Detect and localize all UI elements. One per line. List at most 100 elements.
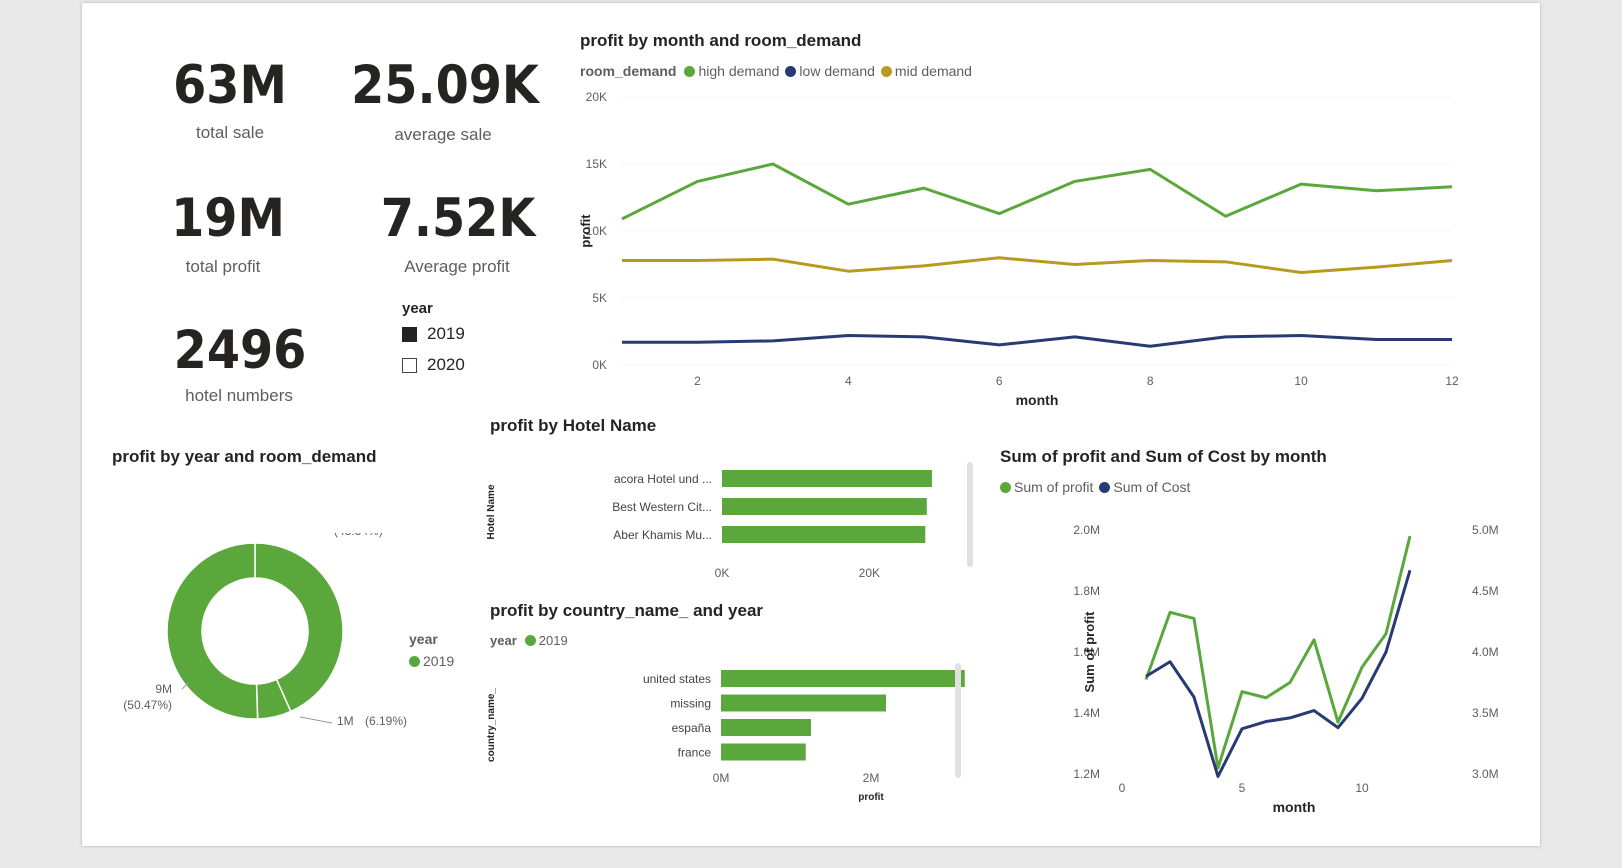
donut-legend-item-2019[interactable]: 2019 xyxy=(409,653,454,669)
bar xyxy=(721,743,806,761)
line-chart-profit-by-month[interactable]: 0K 5K 10K 15K 20K 2 4 6 8 10 12 month profit xyxy=(572,85,1502,415)
kpi-total-sale-value: 63M xyxy=(173,55,287,116)
x-axis-title: month xyxy=(1016,392,1059,408)
year-slicer-option-label: 2020 xyxy=(427,355,465,374)
slice-percent: (43.34%) xyxy=(334,533,383,538)
y-axis-title: profit xyxy=(578,214,593,248)
x-tick-label: 4 xyxy=(845,374,852,388)
legend-item-2019[interactable]: 2019 xyxy=(524,633,568,648)
bar-chart-profit-by-country[interactable]: united statesmissingespañafrance0M2M4Mpr… xyxy=(477,658,977,818)
category-label: united states xyxy=(643,672,711,686)
y-tick-label: 2.0M xyxy=(1073,523,1100,537)
bar xyxy=(722,526,926,543)
y-tick-label: 1.4M xyxy=(1073,706,1100,720)
kpi-total-profit-value: 19M xyxy=(171,188,285,249)
y-tick-label: 1.2M xyxy=(1073,767,1100,781)
slice-label: 9M xyxy=(155,682,172,696)
year-slicer-option-2020[interactable]: 2020 xyxy=(402,355,465,375)
category-label: acora Hotel und ... xyxy=(614,472,712,486)
legend-label: Sum of Cost xyxy=(1113,479,1191,495)
slice-leader-line xyxy=(299,716,333,724)
kpi-total-sale-label: total sale xyxy=(195,123,265,142)
y-axis-title: Sum of profit xyxy=(1082,611,1097,693)
chart-title-profit-by-hotel: profit by Hotel Name xyxy=(490,416,657,435)
chart-title-profit-and-cost: Sum of profit and Sum of Cost by month xyxy=(1000,447,1327,466)
legend-profit-cost: Sum of profit Sum of Cost xyxy=(1000,479,1196,495)
donut-slice xyxy=(254,542,344,713)
x-tick-label: 12 xyxy=(1445,374,1459,388)
legend-dot-icon xyxy=(1000,481,1011,493)
x-tick-label: 20K xyxy=(859,566,880,580)
chart-title-profit-by-month: profit by month and room_demand xyxy=(580,31,862,50)
bar xyxy=(721,719,811,736)
category-label: Best Western Cit... xyxy=(612,500,712,514)
y-tick-label: 10K xyxy=(586,224,607,238)
legend-dot-icon xyxy=(409,655,420,667)
kpi-total-profit-label: total profit xyxy=(185,257,261,276)
x-tick-label: 5 xyxy=(1239,781,1246,795)
legend-dot-icon xyxy=(684,65,696,77)
x-tick-label: 0M xyxy=(713,771,730,785)
hotel-chart-scrollbar[interactable] xyxy=(967,462,973,567)
year-slicer-option-label: 2019 xyxy=(427,324,465,343)
legend-item-mid-demand[interactable]: mid demand xyxy=(880,63,972,79)
donut-slice xyxy=(166,542,259,720)
line-chart-profit-and-cost[interactable]: 1.2M 1.4M 1.6M 1.8M 2.0M 3.0M 3.5M 4.0M 4.5M 5.0M… xyxy=(992,503,1512,818)
category-label: Aber Khamis Mu... xyxy=(613,528,712,542)
slice-percent: (6.19%) xyxy=(365,714,407,728)
bar-chart-profit-by-hotel[interactable]: acora Hotel und ... Best Western Cit... Ab… xyxy=(477,458,957,593)
legend-dot-icon xyxy=(785,65,797,77)
y2-tick-label: 4.5M xyxy=(1472,584,1499,598)
series-line-Sum-of-Cost xyxy=(1145,569,1412,778)
legend-label: mid demand xyxy=(894,63,972,79)
legend-title: room_demand xyxy=(580,63,677,79)
checkbox-checked-icon[interactable] xyxy=(402,326,417,342)
kpi-hotel-numbers-value: 2496 xyxy=(173,320,307,381)
chart-title-profit-by-year: profit by year and room_demand xyxy=(112,447,377,466)
series-line-Sum-of-profit xyxy=(1144,535,1412,770)
x-tick-label: 0 xyxy=(1119,781,1126,795)
y-tick-label: 5K xyxy=(592,291,607,305)
legend-title: year xyxy=(490,633,517,648)
kpi-average-profit-label: Average profit xyxy=(404,257,510,276)
legend-item-high-demand[interactable]: high demand xyxy=(684,63,779,79)
report-canvas: 63M total sale 25.09K average sale 19M t… xyxy=(82,3,1540,846)
x-tick-label: 2 xyxy=(694,374,701,388)
legend-item-low-demand[interactable]: low demand xyxy=(785,63,875,79)
donut-chart-profit-by-year[interactable]: 8M(43.34%)1M(6.19%)9M(50.47%) xyxy=(112,533,412,763)
y-tick-label: 1.8M xyxy=(1073,584,1100,598)
checkbox-unchecked-icon[interactable] xyxy=(402,357,417,373)
x-tick-label: 10 xyxy=(1294,374,1308,388)
bar xyxy=(721,694,886,712)
y2-tick-label: 5.0M xyxy=(1472,523,1499,537)
y2-tick-label: 3.0M xyxy=(1472,767,1499,781)
x-tick-label: 10 xyxy=(1355,781,1369,795)
bar xyxy=(721,670,965,687)
slice-label: 1M xyxy=(337,714,354,728)
legend-label: 2019 xyxy=(538,633,568,648)
y-tick-label: 20K xyxy=(586,90,607,104)
y-axis-title: country_name_ xyxy=(486,688,497,762)
series-line-high-demand xyxy=(621,162,1453,221)
x-axis-title: profit xyxy=(858,792,884,803)
country-chart-scrollbar[interactable] xyxy=(955,663,961,778)
legend-item-sum-of-cost[interactable]: Sum of Cost xyxy=(1099,479,1190,495)
y-axis-title: Hotel Name xyxy=(486,484,497,539)
year-slicer-option-2019[interactable]: 2019 xyxy=(402,324,465,344)
series-line-mid-demand xyxy=(622,256,1453,275)
legend-country-year: year 2019 xyxy=(490,633,574,648)
legend-dot-icon xyxy=(1099,481,1111,493)
y2-tick-label: 3.5M xyxy=(1472,706,1499,720)
kpi-average-sale-value: 25.09K xyxy=(351,55,539,116)
legend-label: low demand xyxy=(799,63,875,79)
legend-label: Sum of profit xyxy=(1014,479,1094,495)
legend-dot-icon xyxy=(524,635,536,646)
year-slicer-title: year xyxy=(402,300,433,317)
legend-item-sum-of-profit[interactable]: Sum of profit xyxy=(1000,479,1093,495)
legend-label: high demand xyxy=(698,63,780,79)
chart-title-profit-by-country: profit by country_name_ and year xyxy=(490,601,764,620)
x-tick-label: 8 xyxy=(1147,374,1154,388)
legend-dot-icon xyxy=(880,65,892,77)
category-label: españa xyxy=(672,721,712,735)
bar xyxy=(722,470,932,487)
